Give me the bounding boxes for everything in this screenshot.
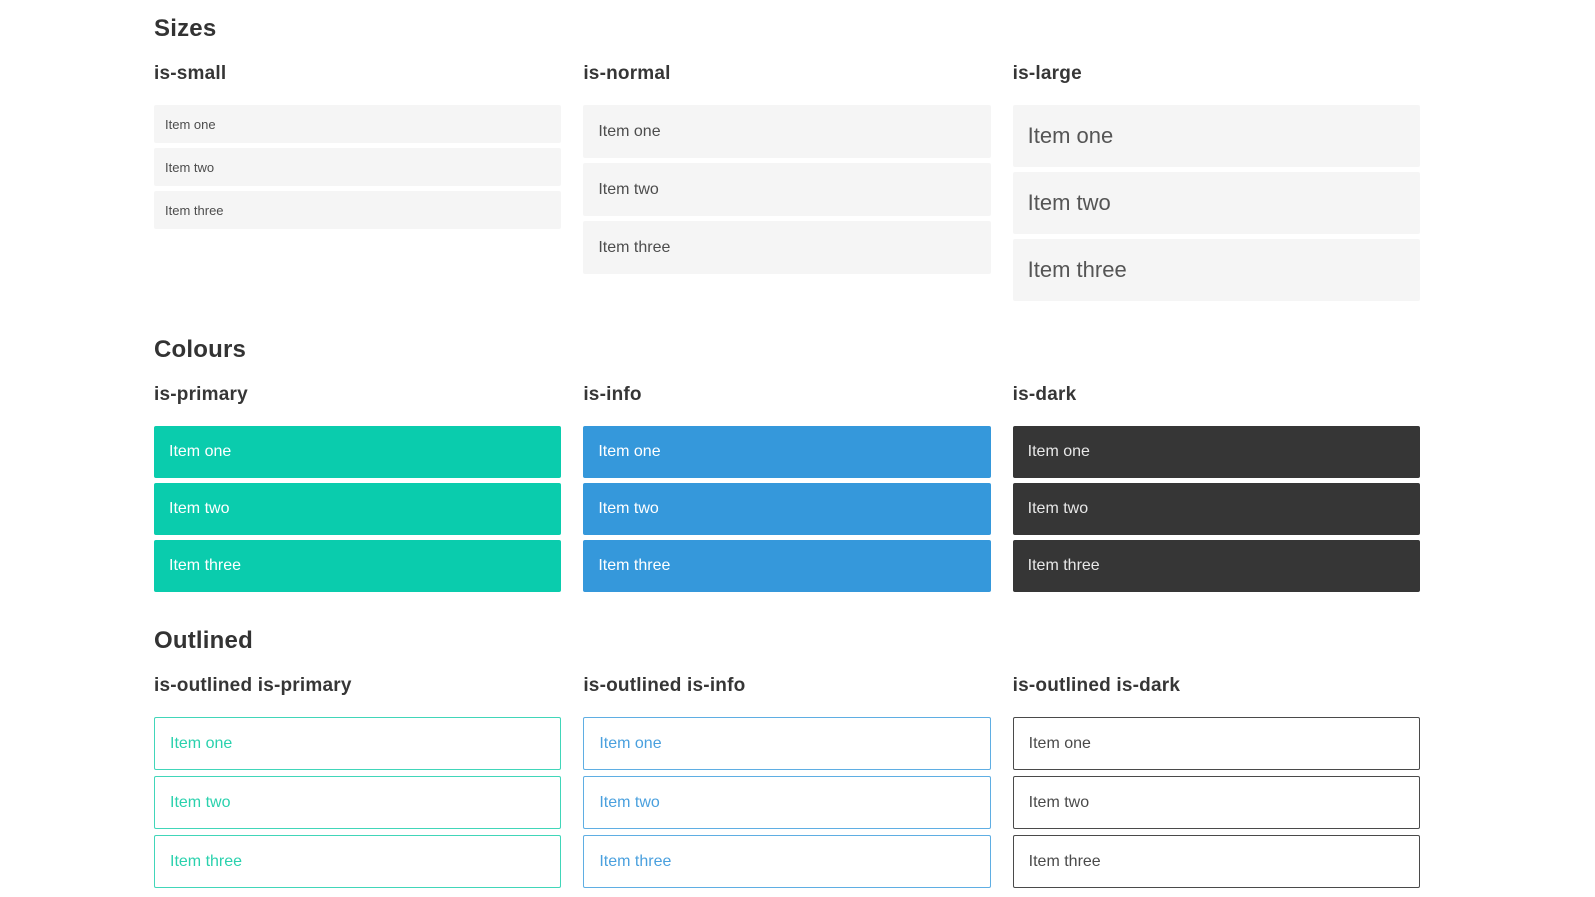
section-title-colours: Colours [154,336,247,363]
item-list: Item one Item two Item three [583,426,991,592]
section-colours: Colours is-primary Item one Item two Item th… [154,334,1420,597]
item-list: Item one Item two Item three [1012,717,1420,888]
list-item[interactable]: Item three [154,540,562,592]
column-is-info: is-info Item one Item two Item three [583,383,991,597]
list-item[interactable]: Item two [154,776,562,829]
section-title-outlined: Outlined [154,627,253,654]
list-item[interactable]: Item two [1012,483,1420,535]
item-list: Item one Item two Item three [1012,426,1420,592]
list-item[interactable]: Item two [1012,776,1420,829]
column-heading: is-outlined is-dark [1012,675,1181,696]
item-list: Item one Item two Item three [154,105,562,229]
list-item[interactable]: Item three [1012,239,1420,301]
column-heading: is-primary [154,384,248,405]
item-list: Item one Item two Item three [154,426,562,592]
list-item[interactable]: Item three [583,835,991,888]
column-is-outlined-is-dark: is-outlined is-dark Item one Item two Item … [1012,674,1420,894]
item-list: Item one Item two Item three [583,105,991,274]
item-list: Item one Item two Item three [583,717,991,888]
list-item[interactable]: Item one [1012,105,1420,167]
column-is-small: is-small Item one Item two Item three [154,62,562,306]
column-is-dark: is-dark Item one Item two Item three [1012,383,1420,597]
list-item[interactable]: Item two [154,148,562,186]
column-is-normal: is-normal Item one Item two Item three [583,62,991,306]
list-item[interactable]: Item two [583,483,991,535]
section-title-sizes: Sizes [154,15,217,42]
list-item[interactable]: Item three [154,191,562,229]
list-item[interactable]: Item one [583,717,991,770]
section-grid: is-small Item one Item two Item three is-nor… [154,62,1420,306]
column-heading: is-normal [583,63,671,84]
styleguide-page: Sizes is-small Item one Item two Item three i… [154,13,1420,894]
list-item[interactable]: Item three [1012,835,1420,888]
column-heading: is-large [1012,63,1082,84]
list-item[interactable]: Item three [1012,540,1420,592]
column-is-outlined-is-primary: is-outlined is-primary Item one Item two It… [154,674,562,894]
list-item[interactable]: Item one [583,426,991,478]
list-item[interactable]: Item three [583,540,991,592]
column-heading: is-outlined is-primary [154,675,352,696]
section-grid: is-outlined is-primary Item one Item two It… [154,674,1420,894]
list-item[interactable]: Item three [583,221,991,274]
column-heading: is-outlined is-info [583,675,746,696]
column-heading: is-info [583,384,642,405]
column-heading: is-small [154,63,227,84]
list-item[interactable]: Item two [1012,172,1420,234]
list-item[interactable]: Item one [154,717,562,770]
section-grid: is-primary Item one Item two Item three is-i… [154,383,1420,597]
list-item[interactable]: Item one [1012,426,1420,478]
list-item[interactable]: Item two [583,163,991,216]
column-is-large: is-large Item one Item two Item three [1012,62,1420,306]
list-item[interactable]: Item two [154,483,562,535]
list-item[interactable]: Item one [583,105,991,158]
list-item[interactable]: Item one [154,426,562,478]
column-is-primary: is-primary Item one Item two Item three [154,383,562,597]
column-is-outlined-is-info: is-outlined is-info Item one Item two Item … [583,674,991,894]
section-sizes: Sizes is-small Item one Item two Item three i… [154,13,1420,306]
list-item[interactable]: Item one [154,105,562,143]
item-list: Item one Item two Item three [1012,105,1420,301]
item-list: Item one Item two Item three [154,717,562,888]
list-item[interactable]: Item three [154,835,562,888]
list-item[interactable]: Item two [583,776,991,829]
list-item[interactable]: Item one [1012,717,1420,770]
section-outlined: Outlined is-outlined is-primary Item one It… [154,625,1420,894]
column-heading: is-dark [1012,384,1077,405]
